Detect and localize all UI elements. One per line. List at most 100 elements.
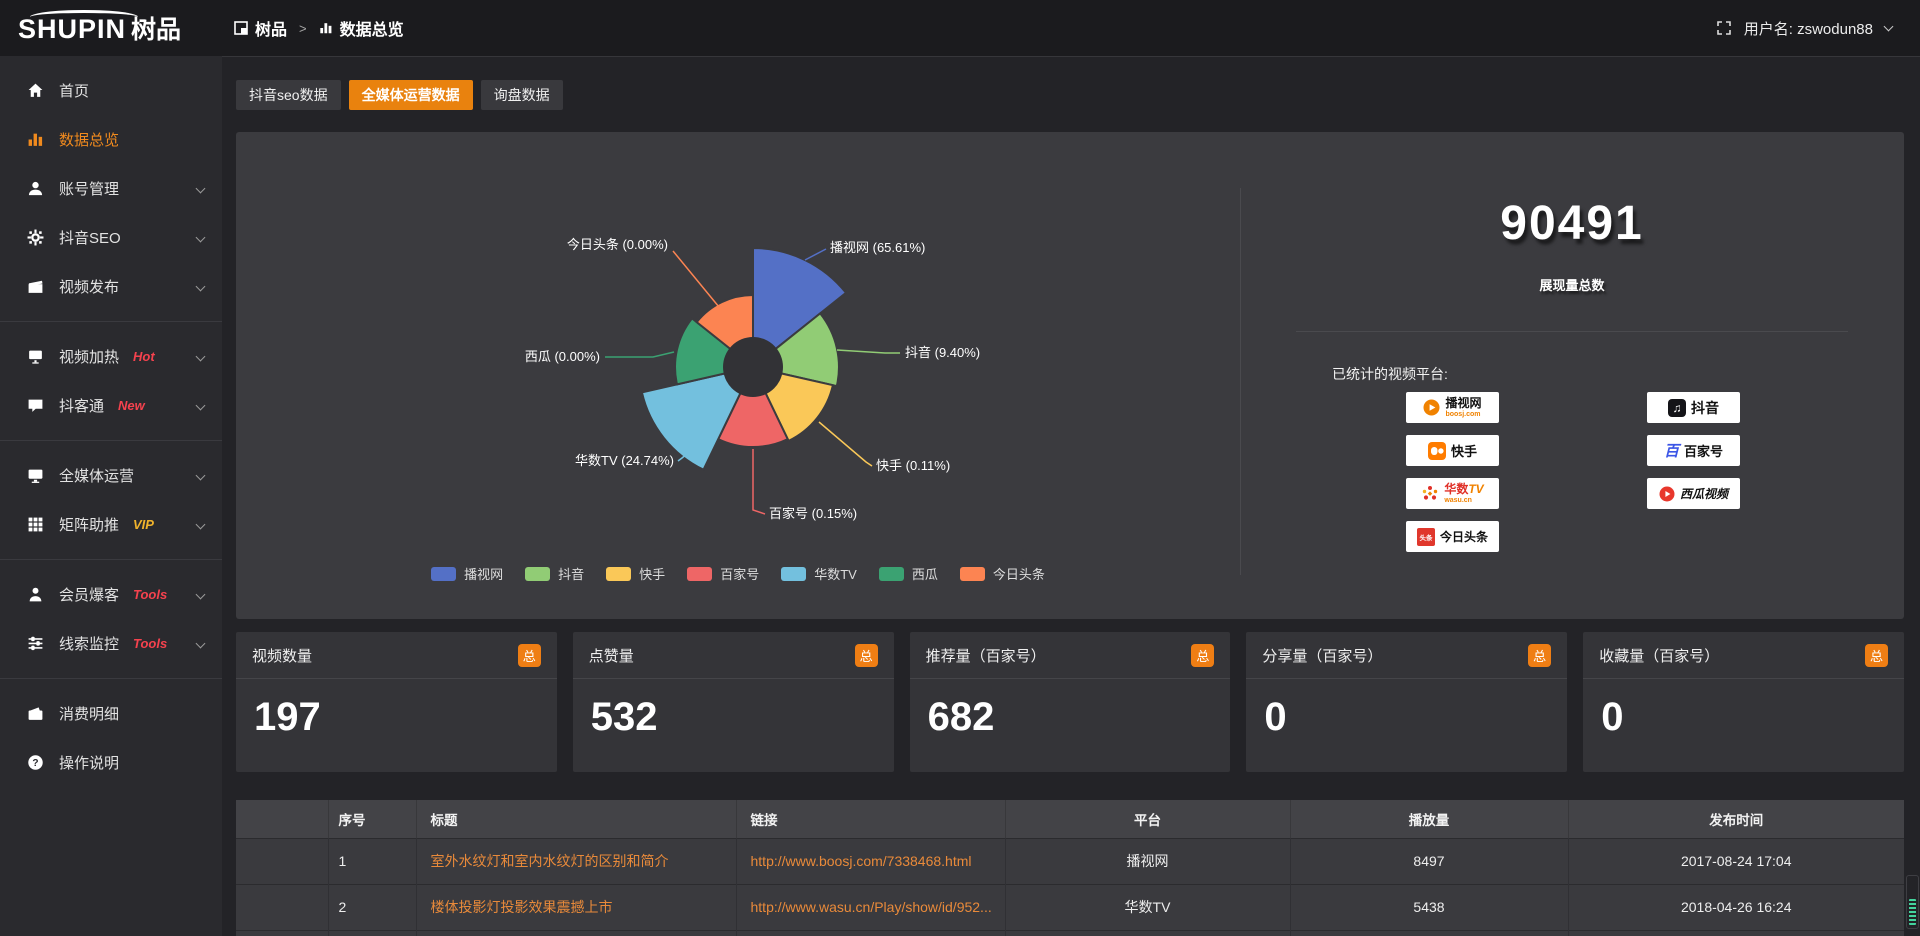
row-title[interactable]: 楼体投影灯投影效果震撼上市: [416, 883, 737, 930]
sidebar-item-badge: Tools: [133, 636, 168, 651]
tab-omni-media-data[interactable]: 全媒体运营数据: [348, 80, 473, 110]
chat-icon: [27, 397, 44, 414]
tab-douyin-seo-data[interactable]: 抖音seo数据: [236, 80, 341, 110]
sidebar-item-consumption-detail[interactable]: 消费明细: [0, 689, 222, 738]
sidebar-item-account-management[interactable]: 账号管理: [0, 164, 222, 213]
douyin-icon: ♫: [1668, 398, 1686, 417]
legend-item-华数TV[interactable]: 华数TV: [781, 564, 857, 583]
boosj-icon: [1423, 399, 1440, 416]
legend-item-西瓜[interactable]: 西瓜: [878, 564, 938, 583]
total-badge[interactable]: 总: [517, 643, 541, 667]
main-content: 抖音seo数据 全媒体运营数据 询盘数据 播视网 (65.61%) 抖音 (9.40%…: [222, 56, 1920, 936]
sidebar-item-operation-guide[interactable]: ? 操作说明: [0, 738, 222, 787]
sidebar-item-douketong[interactable]: 抖客通 New: [0, 381, 222, 430]
chevron-down-icon[interactable]: [195, 470, 206, 481]
column-header-3: 平台: [1005, 800, 1291, 838]
legend-label: 西瓜: [911, 567, 938, 582]
pie-callout-line: [677, 439, 705, 462]
pie-callout-label: 华数TV (24.74%): [575, 453, 674, 468]
sidebar-item-lead-monitor[interactable]: 线索监控 Tools: [0, 619, 222, 668]
stat-card-value: 682: [927, 695, 995, 739]
pie-slice-百家号[interactable]: [716, 364, 790, 449]
legend-swatch: [525, 566, 551, 581]
legend-item-快手[interactable]: 快手: [606, 564, 665, 583]
total-badge[interactable]: 总: [1864, 643, 1888, 667]
row-time: 2018-04-26 16:24: [1568, 883, 1904, 930]
top-bar: SHUPIN 树品 树品 > 数据总览 用户名: zswodun88: [0, 0, 1920, 56]
breadcrumb-current-icon: [319, 21, 333, 35]
legend-item-今日头条[interactable]: 今日头条: [959, 564, 1045, 583]
row-link[interactable]: http://www.boosj.com/7338468.html: [736, 837, 1006, 884]
panel-divider: [1240, 188, 1241, 575]
legend-item-抖音[interactable]: 抖音: [525, 564, 584, 583]
pie-callout-line: [672, 250, 720, 308]
sidebar-item-home[interactable]: 首页: [0, 66, 222, 115]
kuaishou-icon: [1427, 441, 1446, 460]
stat-card-1: 视频数量 总 197: [236, 632, 557, 772]
legend-swatch: [606, 566, 632, 581]
stat-card-4: 分享量（百家号） 总 0: [1246, 632, 1568, 772]
stat-card-title: 分享量（百家号）: [1262, 647, 1383, 665]
platforms-title: 已统计的视频平台:: [1332, 366, 1448, 382]
legend-item-百家号[interactable]: 百家号: [687, 564, 759, 583]
heat-icon: [27, 348, 44, 365]
sidebar-item-member-baoke[interactable]: 会员爆客 Tools: [0, 570, 222, 619]
sidebar-item-data-overview[interactable]: 数据总览: [0, 115, 222, 164]
sidebar-item-label: 抖客通: [59, 398, 105, 415]
sidebar-item-label: 消费明细: [59, 706, 120, 723]
app-logo[interactable]: SHUPIN 树品: [0, 10, 222, 46]
pie-hole: [723, 337, 783, 397]
sidebar-item-omni-media-operation[interactable]: 全媒体运营: [0, 451, 222, 500]
sidebar: 首页 数据总览 账号管理 抖音SEO 视频发布 视频加热 Hot 抖客通 New 全媒体运营 矩阵助…: [0, 56, 222, 936]
baijiahao-icon: 百: [1663, 443, 1679, 460]
pie-callout-label: 播视网 (65.61%): [830, 240, 925, 255]
svg-text:?: ?: [32, 758, 38, 769]
chevron-down-icon[interactable]: [195, 351, 206, 362]
row-link[interactable]: http://www.wasu.cn/Play/show/id/952...: [736, 883, 1006, 930]
chevron-down-icon[interactable]: [195, 589, 206, 600]
chevron-down-icon[interactable]: [195, 183, 206, 194]
total-impressions-value: 90491: [1500, 197, 1644, 250]
total-badge[interactable]: 总: [1191, 643, 1215, 667]
sidebar-item-video-heating[interactable]: 视频加热 Hot: [0, 332, 222, 381]
breadcrumb-current[interactable]: 数据总览: [339, 22, 404, 39]
chevron-down-icon[interactable]: [195, 519, 206, 530]
clapper-icon: [27, 278, 44, 295]
pie-slice-华数TV[interactable]: [640, 365, 755, 472]
platform-logos-right: ♫ 抖音百百家号 西瓜视频: [1647, 392, 1740, 509]
stat-card-title: 点赞量: [588, 647, 634, 665]
pie-callout-line: [752, 449, 766, 515]
total-badge[interactable]: 总: [854, 643, 878, 667]
sidebar-item-video-publish[interactable]: 视频发布: [0, 262, 222, 311]
scrollbar-thumb[interactable]: [1906, 875, 1919, 929]
legend-item-播视网[interactable]: 播视网: [431, 564, 503, 583]
legend-label: 播视网: [464, 567, 504, 582]
sidebar-divider: [0, 678, 222, 679]
chevron-down-icon[interactable]: [195, 281, 206, 292]
tab-inquiry-data[interactable]: 询盘数据: [480, 80, 563, 110]
user-area: 用户名: zswodun88: [1716, 18, 1920, 39]
pie-slice-播视网[interactable]: [752, 246, 848, 370]
pie-callout-line: [818, 421, 873, 467]
total-impressions-label: 展现量总数: [1539, 278, 1605, 293]
breadcrumb-root[interactable]: 树品: [255, 22, 288, 39]
scrollbar-stripes: [1909, 899, 1916, 925]
home-icon: [27, 82, 44, 99]
platform-logo-百家号: 百百家号: [1647, 435, 1740, 466]
chevron-down-icon[interactable]: [195, 638, 206, 649]
sidebar-item-douyin-seo[interactable]: 抖音SEO: [0, 213, 222, 262]
chevron-down-icon[interactable]: [1883, 21, 1894, 31]
chevron-down-icon[interactable]: [195, 232, 206, 243]
rose-pie-chart[interactable]: 播视网 (65.61%) 抖音 (9.40%) 快手 (0.11%) 百家号 (0.1…: [236, 132, 1240, 619]
chevron-down-icon[interactable]: [195, 400, 206, 411]
row-checkbox-cell: [236, 837, 329, 884]
username-label[interactable]: 用户名: zswodun88: [1743, 20, 1873, 38]
total-badge[interactable]: 总: [1528, 643, 1552, 667]
sidebar-item-label: 矩阵助推: [59, 517, 120, 534]
legend-swatch: [781, 566, 807, 581]
pie-callout-label: 百家号 (0.15%): [769, 506, 857, 521]
sidebar-item-matrix-boost[interactable]: 矩阵助推 VIP: [0, 500, 222, 549]
row-title[interactable]: 室外水纹灯和室内水纹灯的区别和简介: [416, 837, 737, 884]
fullscreen-icon[interactable]: [1716, 20, 1732, 36]
sidebar-item-label: 首页: [59, 83, 90, 100]
